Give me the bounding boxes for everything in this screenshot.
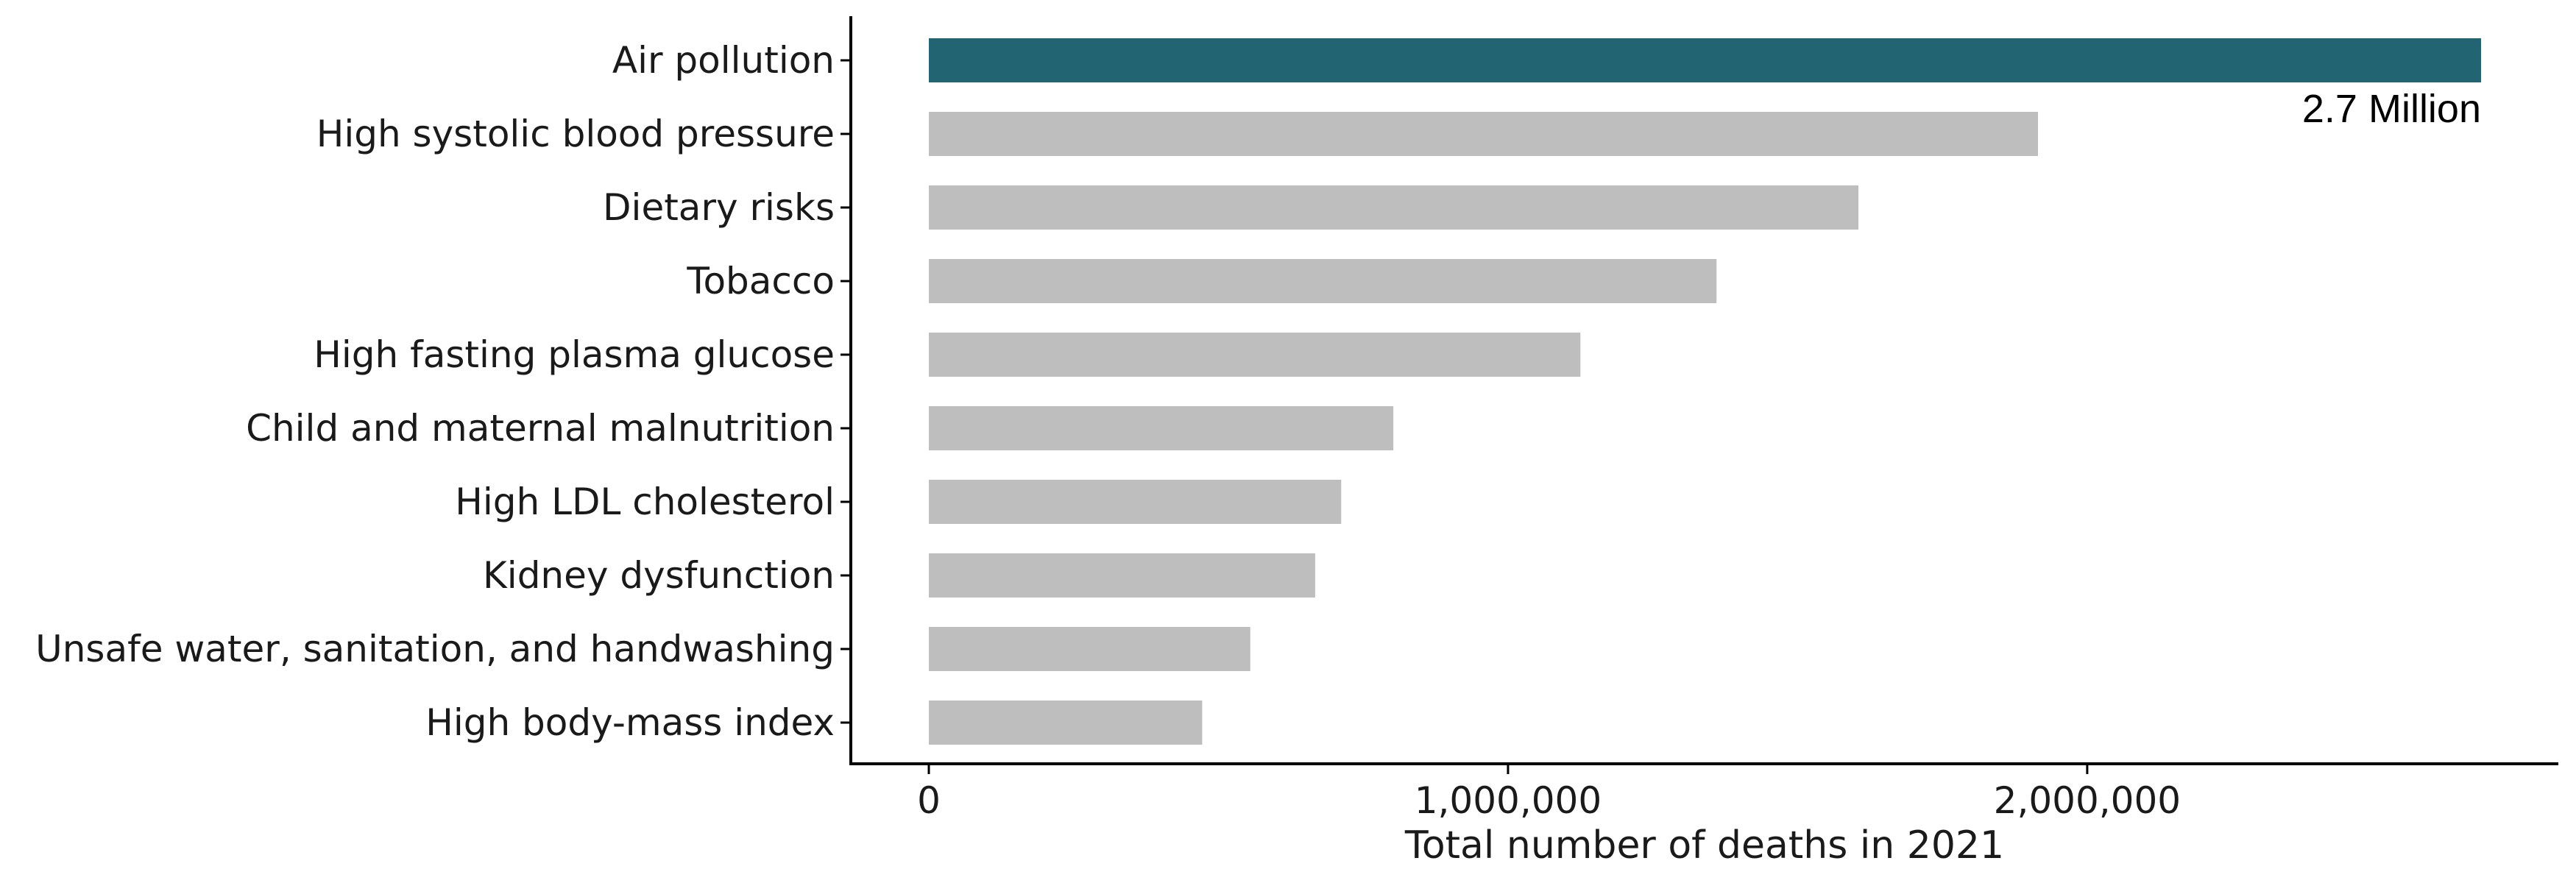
x-tick-label: 0	[917, 779, 941, 822]
category-label: Child and maternal malnutrition	[246, 407, 835, 450]
x-axis-title: Total number of deaths in 2021	[1404, 823, 2004, 868]
bar	[929, 112, 2038, 156]
category-labels: Air pollution High systolic blood pressur…	[35, 39, 835, 744]
category-label: Tobacco	[686, 260, 835, 302]
annotation-label: 2.7 Million	[2302, 87, 2481, 131]
x-tick-label: 1,000,000	[1415, 779, 1602, 822]
bar	[929, 38, 2481, 82]
bar	[929, 185, 1859, 230]
bar	[929, 553, 1315, 597]
bar	[929, 701, 1203, 745]
bar	[929, 627, 1250, 671]
x-axis-ticks: 0 1,000,000 2,000,000	[917, 764, 2181, 822]
category-label: High body-mass index	[425, 701, 835, 744]
y-axis-ticks	[841, 59, 851, 724]
category-label: Unsafe water, sanitation, and handwashin…	[35, 628, 835, 670]
bar	[929, 480, 1342, 524]
bar	[929, 333, 1581, 377]
category-label: High fasting plasma glucose	[314, 333, 835, 376]
category-label: Air pollution	[612, 39, 835, 82]
bar	[929, 259, 1717, 303]
category-label: High systolic blood pressure	[316, 113, 835, 155]
category-label: Kidney dysfunction	[483, 554, 835, 597]
category-label: Dietary risks	[603, 186, 835, 229]
x-tick-label: 2,000,000	[1994, 779, 2181, 822]
category-label: High LDL cholesterol	[455, 480, 835, 523]
bars-group	[929, 38, 2481, 745]
bar	[929, 406, 1394, 450]
